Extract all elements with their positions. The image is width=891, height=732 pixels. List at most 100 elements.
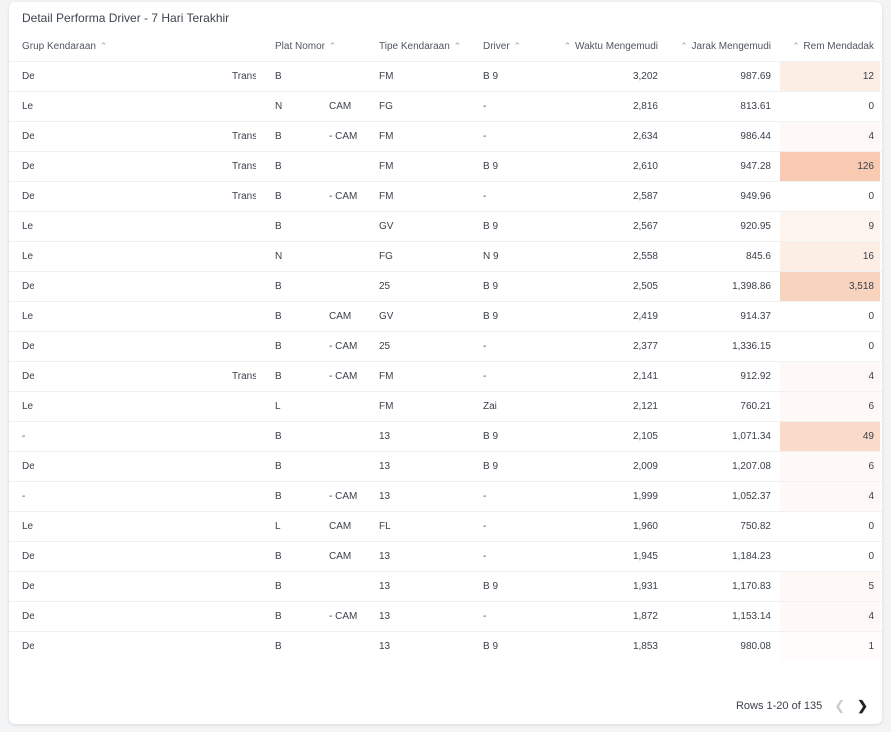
table-row[interactable]: De B - CAM 13 - 1,872 1,153.14 4 [9, 601, 882, 631]
cell-grup: De [22, 641, 34, 652]
cell-plat-suffix: - CAM [329, 491, 358, 502]
cell-rem: 9 [780, 212, 880, 241]
chevron-left-icon[interactable]: ❮ [834, 698, 846, 713]
cell-driver: B 9 [483, 461, 499, 472]
table-row[interactable]: De Trans B FM B 9 3,202 987.69 12 [9, 61, 882, 91]
cell-grup-suffix [232, 542, 256, 571]
cell-tipe: 13 [379, 581, 391, 592]
cell-grup-suffix [232, 92, 256, 121]
cell-waktu: 2,505 [632, 281, 658, 292]
column-header-waktu[interactable]: ⌃ Waktu Mengemudi [563, 41, 658, 52]
cell-grup: De [22, 341, 34, 352]
cell-jarak: 980.08 [740, 641, 771, 652]
table-row[interactable]: De Trans B FM B 9 2,610 947.28 126 [9, 151, 882, 181]
cell-plat-suffix: CAM [329, 551, 352, 562]
cell-rem: 0 [868, 101, 874, 112]
table-row[interactable]: De B 25 B 9 2,505 1,398.86 3,518 [9, 271, 882, 301]
cell-plat: B [275, 161, 282, 172]
pagination-label: Rows 1-20 of 135 [735, 700, 823, 712]
cell-plat: N [275, 101, 283, 112]
cell-jarak: 1,052.37 [732, 491, 771, 502]
cell-grup: Le [22, 251, 34, 262]
cell-plat-suffix: - CAM [329, 131, 358, 142]
cell-plat-suffix: - CAM [329, 341, 358, 352]
cell-plat: L [275, 521, 281, 532]
cell-grup-suffix: Trans [232, 71, 256, 82]
cell-tipe: FM [379, 131, 394, 142]
table-row[interactable]: De Trans B - CAM FM - 2,141 912.92 4 [9, 361, 882, 391]
cell-grup: De [22, 281, 34, 292]
cell-grup-suffix [232, 392, 256, 421]
cell-rem: 3,518 [780, 272, 880, 301]
table-card: Detail Performa Driver - 7 Hari Terakhir… [9, 2, 882, 724]
cell-plat: B [275, 491, 282, 502]
table-row[interactable]: Le B GV B 9 2,567 920.95 9 [9, 211, 882, 241]
cell-plat-suffix [329, 632, 359, 661]
table-row[interactable]: Le B CAM GV B 9 2,419 914.37 0 [9, 301, 882, 331]
cell-tipe: GV [379, 311, 394, 322]
column-header-tipe[interactable]: Tipe Kendaraan ⌃ [379, 41, 462, 52]
cell-plat: N [275, 251, 283, 262]
cell-rem: 4 [780, 362, 880, 391]
cell-grup-suffix [232, 632, 256, 661]
cell-plat-suffix [329, 572, 359, 601]
table-row[interactable]: Le N CAM FG - 2,816 813.61 0 [9, 91, 882, 121]
cell-plat: B [275, 461, 282, 472]
cell-waktu: 2,419 [632, 311, 658, 322]
cell-grup-suffix [232, 302, 256, 331]
cell-waktu: 1,872 [632, 611, 658, 622]
cell-tipe: FM [379, 71, 394, 82]
cell-jarak: 947.28 [740, 161, 771, 172]
cell-waktu: 1,960 [632, 521, 658, 532]
column-header-grup[interactable]: Grup Kendaraan ⌃ [22, 41, 108, 52]
table-row[interactable]: - B 13 B 9 2,105 1,071.34 49 [9, 421, 882, 451]
cell-plat: B [275, 551, 282, 562]
cell-grup-suffix: Trans [232, 371, 256, 382]
table-row[interactable]: - B - CAM 13 - 1,999 1,052.37 4 [9, 481, 882, 511]
cell-waktu: 2,634 [632, 131, 658, 142]
table-row[interactable]: De B - CAM 25 - 2,377 1,336.15 0 [9, 331, 882, 361]
cell-waktu: 2,816 [632, 101, 658, 112]
cell-rem: 4 [780, 482, 880, 511]
table-body: De Trans B FM B 9 3,202 987.69 12 Le N CAM FG - 2,816… [9, 61, 882, 661]
table-row[interactable]: De B 13 B 9 1,931 1,170.83 5 [9, 571, 882, 601]
cell-rem: 12 [780, 62, 880, 91]
cell-grup: De [22, 161, 34, 172]
cell-plat-suffix [329, 62, 359, 91]
column-header-plat[interactable]: Plat Nomor ⌃ [275, 41, 337, 52]
cell-grup: Le [22, 401, 34, 412]
cell-rem: 6 [780, 392, 880, 421]
cell-driver: - [483, 191, 487, 202]
table-row[interactable]: Le L FM Zai 2,121 760.21 6 [9, 391, 882, 421]
pagination: Rows 1-20 of 135 ❮ ❯ [736, 696, 868, 716]
cell-rem: 1 [780, 632, 880, 661]
cell-grup-suffix [232, 242, 256, 271]
table-row[interactable]: De B CAM 13 - 1,945 1,184.23 0 [9, 541, 882, 571]
cell-grup-suffix [232, 452, 256, 481]
cell-plat: B [275, 341, 282, 352]
cell-grup-suffix: Trans [232, 161, 256, 172]
table-row[interactable]: Le N FG N 9 2,558 845.6 16 [9, 241, 882, 271]
table-row[interactable]: De B 13 B 9 1,853 980.08 1 [9, 631, 882, 661]
table-row[interactable]: Le L CAM FL - 1,960 750.82 0 [9, 511, 882, 541]
cell-grup: De [22, 461, 34, 472]
table-row[interactable]: De B 13 B 9 2,009 1,207.08 6 [9, 451, 882, 481]
table-row[interactable]: De Trans B - CAM FM - 2,634 986.44 4 [9, 121, 882, 151]
cell-rem: 0 [868, 551, 874, 562]
cell-jarak: 1,398.86 [732, 281, 771, 292]
cell-tipe: 25 [379, 341, 391, 352]
cell-plat: B [275, 281, 282, 292]
cell-driver: B 9 [483, 161, 499, 172]
table-row[interactable]: De Trans B - CAM FM - 2,587 949.96 0 [9, 181, 882, 211]
cell-jarak: 1,153.14 [732, 611, 771, 622]
cell-grup-suffix [232, 602, 256, 631]
column-header-driver[interactable]: Driver ⌃ [483, 41, 521, 52]
cell-tipe: FL [379, 521, 391, 532]
column-header-jarak[interactable]: ⌃ Jarak Mengemudi [680, 41, 771, 52]
cell-waktu: 2,587 [632, 191, 658, 202]
chevron-right-icon[interactable]: ❯ [857, 698, 868, 713]
cell-tipe: GV [379, 221, 394, 232]
cell-plat: B [275, 611, 282, 622]
cell-jarak: 914.37 [740, 311, 771, 322]
column-header-rem[interactable]: ⌃ Rem Mendadak [792, 41, 874, 52]
